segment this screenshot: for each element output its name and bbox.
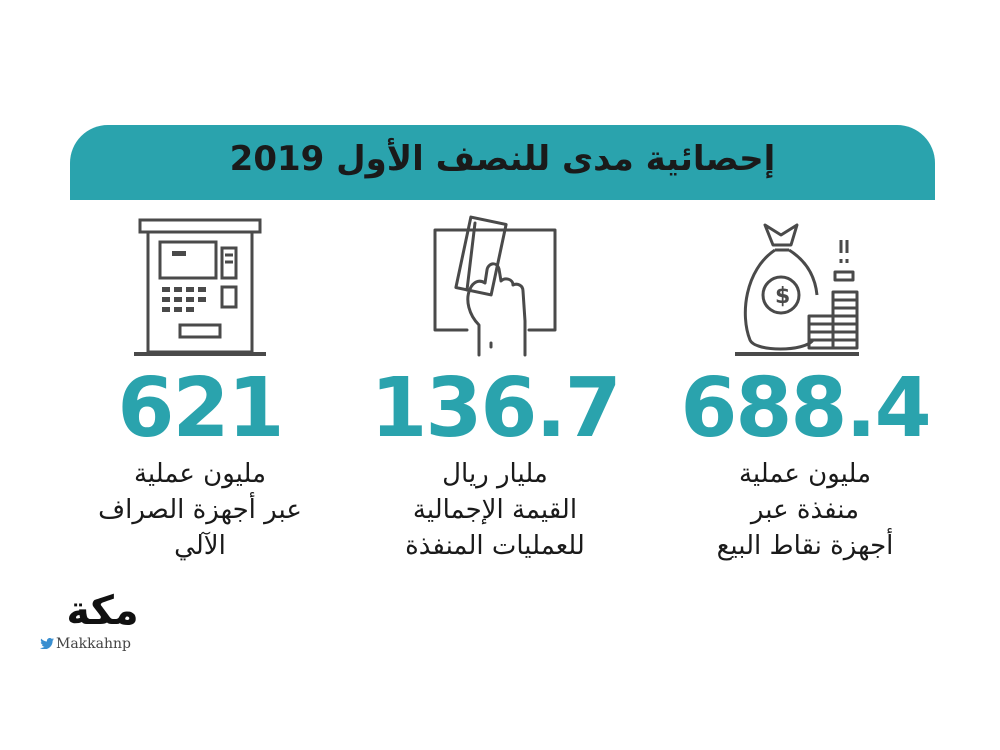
title-banner: إحصائية مدى للنصف الأول 2019 bbox=[70, 125, 935, 200]
stat-line: مليون عملية bbox=[133, 459, 267, 489]
stat-value: 621 bbox=[117, 361, 284, 456]
card-in-hand-icon bbox=[433, 215, 557, 357]
stat-line: منفذة عبر bbox=[750, 495, 860, 525]
stat-value: 136.7 bbox=[370, 361, 621, 456]
stat-description: مليون عملية منفذة عبر أجهزة نقاط البيع bbox=[655, 456, 955, 564]
stat-pos: $ 688.4 مليون عملية منفذة عبر أجهزة نقاط… bbox=[655, 215, 955, 564]
makkah-logo: مكة Makkahnp bbox=[40, 588, 165, 652]
twitter-bird-icon bbox=[40, 638, 54, 649]
stat-line: مليون عملية bbox=[738, 459, 872, 489]
stat-value-total: 136.7 مليار ريال القيمة الإجمالية للعملي… bbox=[345, 215, 645, 564]
stat-line: للعمليات المنفذة bbox=[405, 531, 585, 561]
stat-value: 688.4 bbox=[680, 361, 931, 456]
stat-description: مليار ريال القيمة الإجمالية للعمليات الم… bbox=[345, 456, 645, 564]
stat-line: أجهزة نقاط البيع bbox=[716, 531, 894, 561]
handle-text: Makkahnp bbox=[56, 636, 131, 652]
svg-text:$: $ bbox=[775, 284, 790, 309]
money-bag-coins-icon: $ bbox=[735, 223, 859, 356]
stat-description: مليون عملية عبر أجهزة الصراف الآلي bbox=[50, 456, 350, 564]
page-title: إحصائية مدى للنصف الأول 2019 bbox=[229, 139, 776, 179]
stat-line: الآلي bbox=[174, 531, 226, 561]
stat-line: القيمة الإجمالية bbox=[412, 495, 578, 525]
stat-line: عبر أجهزة الصراف bbox=[98, 495, 302, 525]
stat-line: مليار ريال bbox=[442, 459, 548, 489]
atm-icon bbox=[134, 218, 266, 356]
logo-mark: مكة bbox=[66, 588, 139, 634]
stat-atm: 621 مليون عملية عبر أجهزة الصراف الآلي bbox=[50, 215, 350, 564]
twitter-handle: Makkahnp bbox=[40, 636, 165, 652]
